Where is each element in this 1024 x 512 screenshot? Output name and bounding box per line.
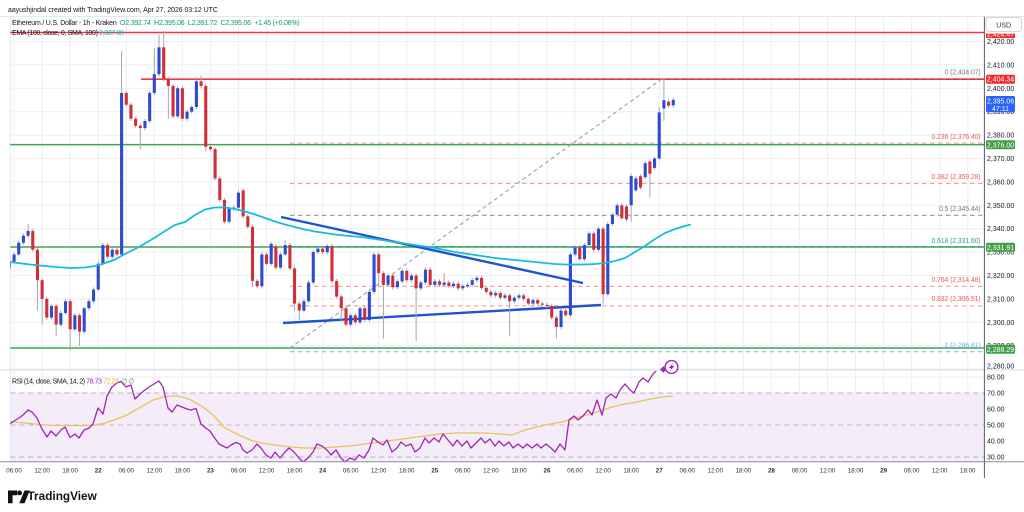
svg-text:0.618 (2,331.60): 0.618 (2,331.60)	[932, 238, 981, 245]
svg-text:12:00: 12:00	[147, 468, 163, 475]
svg-text:06:00: 06:00	[343, 468, 359, 475]
svg-text:12:00: 12:00	[820, 468, 836, 475]
svg-text:2,288.29: 2,288.29	[987, 347, 1014, 354]
svg-text:18:00: 18:00	[623, 468, 639, 475]
svg-text:0.382 (2,359.28): 0.382 (2,359.28)	[932, 174, 981, 181]
svg-text:23: 23	[207, 468, 214, 475]
svg-text:2,331.91: 2,331.91	[987, 245, 1014, 252]
svg-text:2,395.06: 2,395.06	[987, 98, 1014, 105]
svg-text:30.00: 30.00	[987, 455, 1005, 462]
svg-text:TradingView: TradingView	[28, 489, 98, 503]
svg-text:12:00: 12:00	[932, 468, 948, 475]
svg-text:22: 22	[95, 468, 102, 475]
svg-text:0.764 (2,314.48): 0.764 (2,314.48)	[932, 277, 981, 284]
svg-text:26: 26	[544, 468, 551, 475]
svg-text:06:00: 06:00	[231, 468, 247, 475]
svg-text:2,400.00: 2,400.00	[987, 86, 1014, 93]
svg-text:24: 24	[319, 468, 326, 475]
svg-text:50.00: 50.00	[987, 423, 1005, 430]
svg-text:40.00: 40.00	[987, 439, 1005, 446]
svg-text:Ethereum / U.S. Dollar - 1h -: Ethereum / U.S. Dollar - 1h - Kraken O2,…	[12, 20, 299, 27]
svg-text:2,300.00: 2,300.00	[987, 320, 1014, 327]
svg-text:0.832 (2,306.51): 0.832 (2,306.51)	[932, 296, 981, 303]
svg-text:47:11: 47:11	[992, 106, 1009, 113]
svg-text:18:00: 18:00	[511, 468, 527, 475]
svg-text:2,340.00: 2,340.00	[987, 226, 1014, 233]
svg-text:29: 29	[880, 468, 887, 475]
svg-text:70.00: 70.00	[987, 391, 1005, 398]
svg-text:0.5 (2,345.44): 0.5 (2,345.44)	[939, 206, 981, 213]
svg-text:2,370.00: 2,370.00	[987, 156, 1014, 163]
svg-text:12:00: 12:00	[595, 468, 611, 475]
svg-text:1 (2,286.81): 1 (2,286.81)	[945, 342, 981, 349]
svg-text:USD: USD	[996, 22, 1011, 29]
svg-text:06:00: 06:00	[567, 468, 583, 475]
svg-text:18:00: 18:00	[399, 468, 415, 475]
svg-text:12:00: 12:00	[708, 468, 724, 475]
svg-text:2,280.00: 2,280.00	[987, 364, 1014, 371]
svg-text:2,330.00: 2,330.00	[987, 250, 1014, 257]
svg-text:2,404.34: 2,404.34	[987, 77, 1014, 84]
svg-text:2,360.00: 2,360.00	[987, 179, 1014, 186]
svg-text:RSI (14, close, SMA, 14, 2) 78: RSI (14, close, SMA, 14, 2) 78.73 72.23 …	[12, 379, 134, 386]
svg-text:EMA (100, close, 0, SMA, 100): EMA (100, close, 0, SMA, 100) 2,337.08	[12, 30, 124, 37]
svg-text:aayushjindal created with Trad: aayushjindal created with TradingView.co…	[8, 7, 218, 14]
svg-text:60.00: 60.00	[987, 407, 1005, 414]
svg-text:2,390.00: 2,390.00	[987, 109, 1014, 116]
svg-text:06:00: 06:00	[119, 468, 135, 475]
svg-text:06:00: 06:00	[792, 468, 808, 475]
svg-text:27: 27	[656, 468, 663, 475]
svg-text:2,376.00: 2,376.00	[987, 142, 1014, 149]
svg-text:18:00: 18:00	[960, 468, 976, 475]
svg-text:2,380.00: 2,380.00	[987, 133, 1014, 140]
svg-text:2,424.47: 2,424.47	[987, 31, 1014, 38]
svg-text:12:00: 12:00	[483, 468, 499, 475]
svg-text:28: 28	[768, 468, 775, 475]
svg-text:2,410.00: 2,410.00	[987, 62, 1014, 69]
svg-text:06:00: 06:00	[904, 468, 920, 475]
svg-text:18:00: 18:00	[848, 468, 864, 475]
svg-text:80.00: 80.00	[987, 375, 1005, 382]
svg-text:18:00: 18:00	[287, 468, 303, 475]
svg-text:2,310.00: 2,310.00	[987, 296, 1014, 303]
svg-text:06:00: 06:00	[6, 468, 22, 475]
svg-text:0.236 (2,376.40): 0.236 (2,376.40)	[932, 134, 981, 141]
svg-text:06:00: 06:00	[455, 468, 471, 475]
svg-text:18:00: 18:00	[175, 468, 191, 475]
svg-text:2,420.00: 2,420.00	[987, 39, 1014, 46]
svg-text:06:00: 06:00	[680, 468, 696, 475]
svg-text:2,320.00: 2,320.00	[987, 273, 1014, 280]
svg-text:12:00: 12:00	[371, 468, 387, 475]
svg-text:0 (2,404.07): 0 (2,404.07)	[945, 70, 981, 77]
svg-text:18:00: 18:00	[736, 468, 752, 475]
svg-text:2,350.00: 2,350.00	[987, 203, 1014, 210]
svg-text:12:00: 12:00	[259, 468, 275, 475]
svg-text:18:00: 18:00	[62, 468, 78, 475]
svg-text:12:00: 12:00	[34, 468, 50, 475]
svg-text:25: 25	[431, 468, 438, 475]
